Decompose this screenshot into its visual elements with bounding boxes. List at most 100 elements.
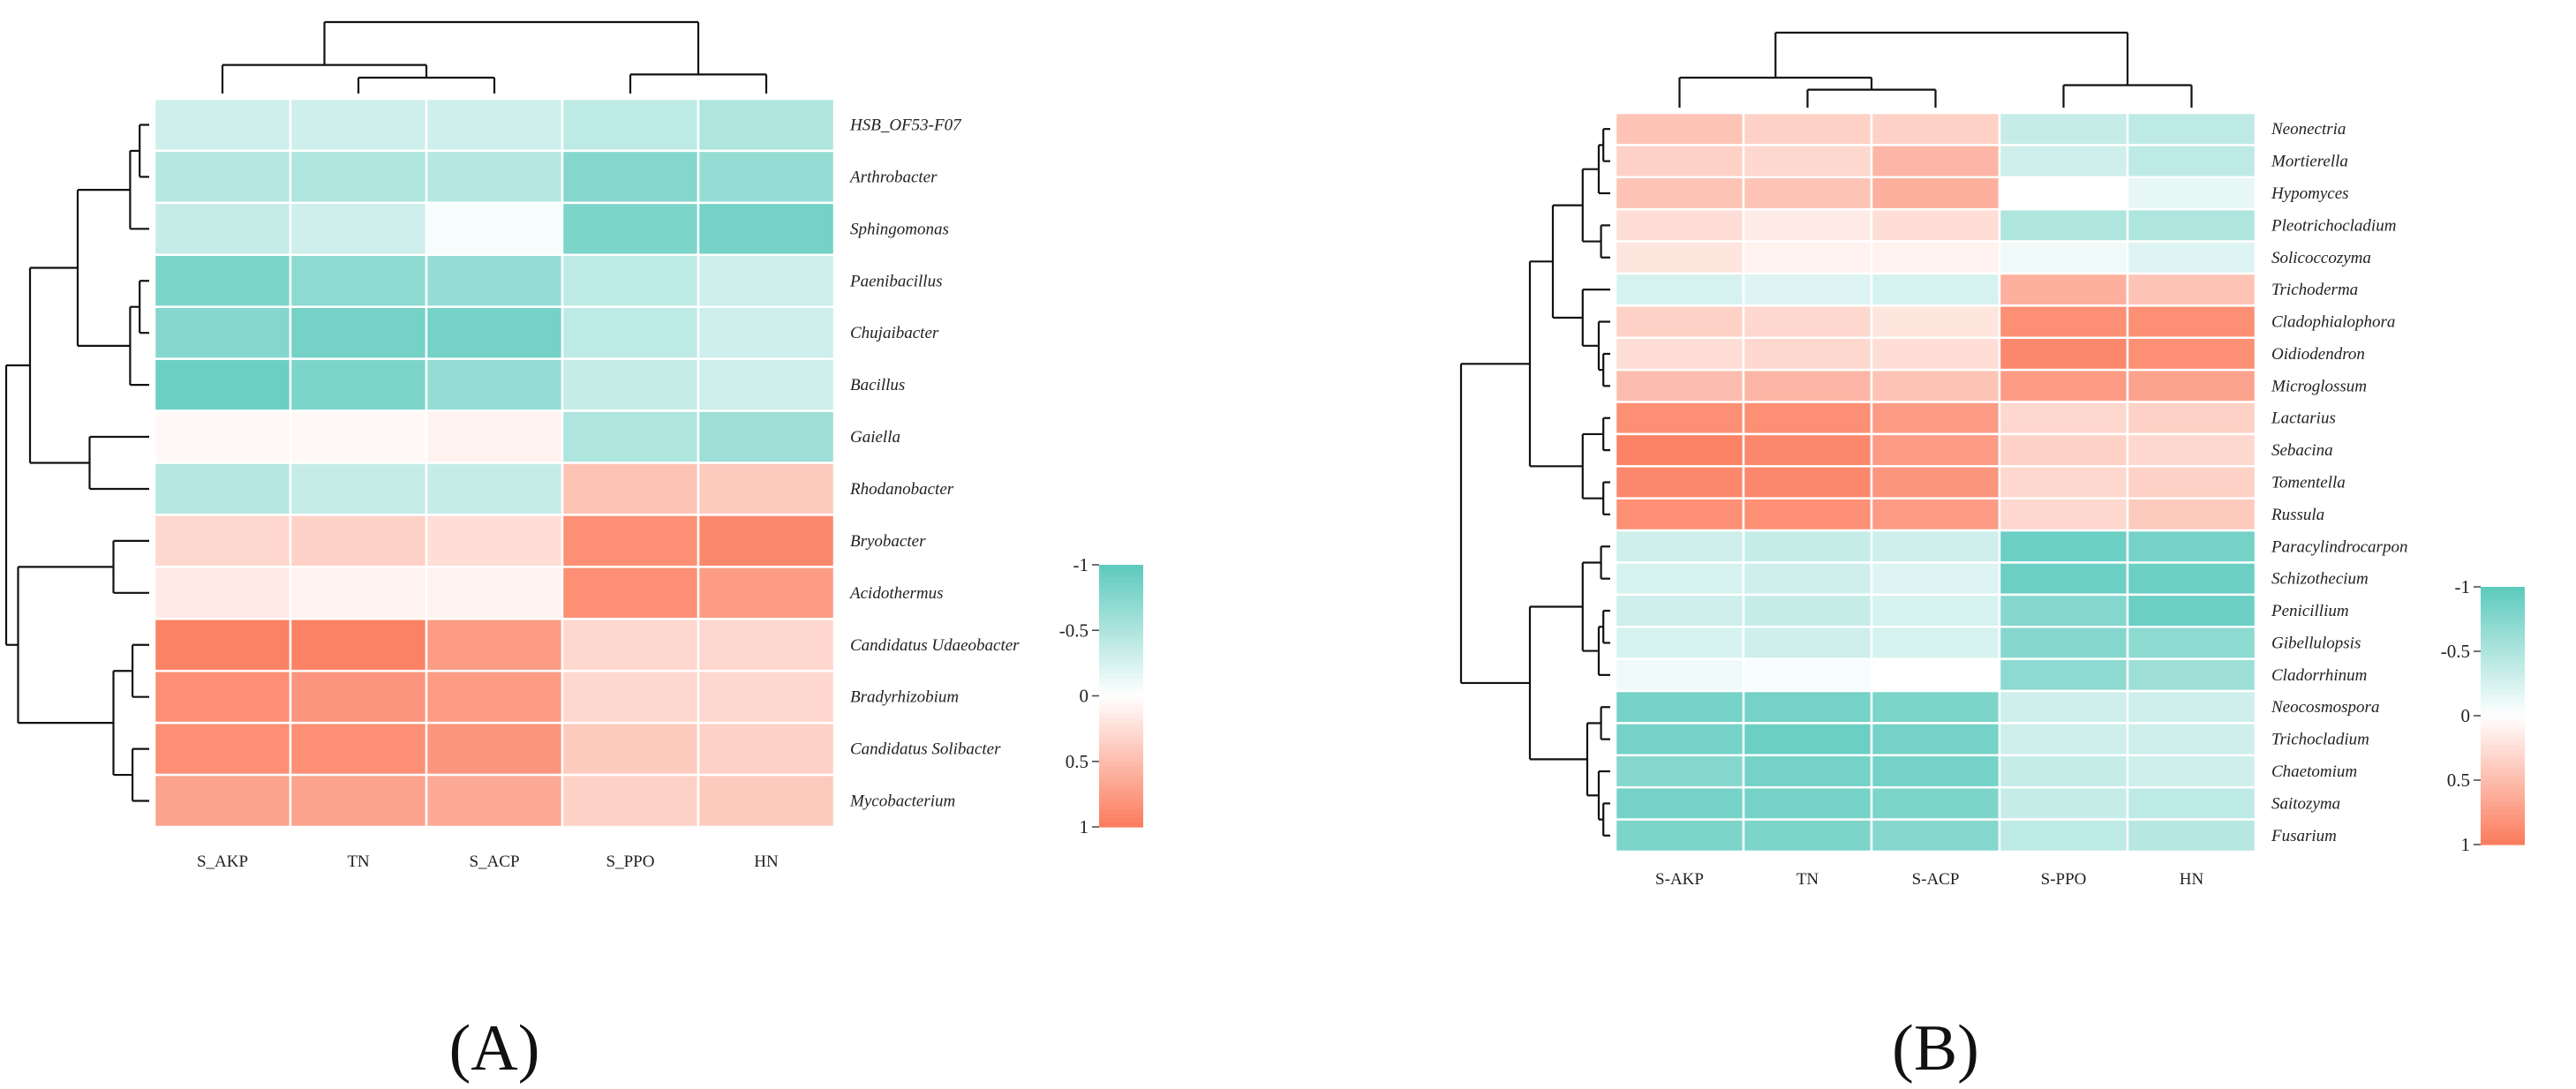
row-label: Candidatus Solibacter	[850, 740, 1001, 759]
heatmap-cell	[289, 253, 428, 308]
heatmap-cell	[1998, 722, 2129, 757]
row-label: Gaiella	[850, 428, 900, 447]
colorbar-segment	[1099, 639, 1143, 644]
heatmap-cell	[697, 409, 836, 464]
heatmap-cell	[425, 773, 564, 829]
colorbar-segment	[1099, 709, 1143, 714]
row-label: Arthrobacter	[848, 168, 938, 186]
heatmap-cell	[1742, 497, 1873, 532]
colorbar-segment	[2481, 818, 2525, 824]
heatmap-cell	[153, 149, 292, 205]
row-label: Neocosmospora	[2271, 698, 2379, 717]
colorbar-segment	[2481, 698, 2525, 703]
heatmap-cell	[153, 773, 292, 829]
panel-label: (B)	[1892, 1012, 1979, 1085]
colorbar-segment	[2481, 810, 2525, 815]
heatmap-cell	[1614, 401, 1745, 436]
heatmap-cell	[1870, 754, 2001, 789]
heatmap-cell	[1742, 722, 1873, 757]
colorbar-segment	[1099, 774, 1143, 780]
heatmap-panel-b: Neonectria Mortierella Hypomyces Pleotricho…	[1459, 31, 2525, 1085]
heatmap-cell	[1614, 626, 1745, 660]
heatmap-cell	[2126, 176, 2257, 211]
column-label: TN	[1796, 870, 1819, 889]
heatmap-cell	[697, 357, 836, 412]
heatmap-cell	[1742, 626, 1873, 660]
heatmap-cell	[1870, 657, 2001, 693]
heatmap-cell	[2126, 593, 2257, 628]
heatmap-cell	[1998, 754, 2129, 789]
heatmap-cell	[1998, 336, 2129, 372]
row-label: Candidatus Udaeobacter	[850, 636, 1020, 655]
heatmap-cell	[1614, 818, 1745, 853]
heatmap-cell	[1742, 111, 1873, 146]
row-label: Cladorrhinum	[2271, 666, 2367, 685]
column-label: HN	[2180, 870, 2204, 889]
colorbar-segment	[1099, 573, 1143, 579]
heatmap-cell	[561, 201, 700, 257]
heatmap-cell	[289, 618, 428, 672]
heatmap-cell	[561, 97, 700, 153]
row-label: Cladophialophora	[2271, 313, 2395, 332]
colorbar-tick-label: -0.5	[1059, 620, 1088, 641]
heatmap-cell	[1870, 626, 2001, 660]
row-dendrogram	[4, 124, 149, 802]
heatmap-cell	[153, 669, 292, 725]
heatmap-cell	[2126, 368, 2257, 403]
heatmap-cell	[1742, 336, 1873, 372]
colorbar-tick-label: 0.5	[1066, 751, 1088, 772]
colorbar-segment	[1099, 577, 1143, 583]
heatmap-cell	[1614, 207, 1745, 243]
heatmap-cell	[1742, 785, 1873, 821]
colorbar-segment	[2481, 685, 2525, 691]
heatmap-cell	[1614, 497, 1745, 532]
colorbar-segment	[2481, 724, 2525, 730]
colorbar-segment	[1099, 565, 1143, 570]
heatmap-cell	[1998, 368, 2129, 403]
row-label: Gibellulopsis	[2271, 634, 2361, 652]
heatmap-cell	[1998, 465, 2129, 499]
colorbar-segment	[1099, 648, 1143, 653]
heatmap-cell	[1870, 272, 2001, 307]
heatmap-cell	[289, 514, 428, 568]
colorbar-segment	[2481, 762, 2525, 768]
colorbar-segment	[2481, 702, 2525, 708]
heatmap-cell	[1742, 368, 1873, 403]
heatmap-cell	[1998, 401, 2129, 436]
heatmap-cell	[1998, 111, 2129, 146]
column-label: S-PPO	[2041, 870, 2087, 889]
colorbar-segment	[1099, 792, 1143, 797]
heatmap-cell	[425, 462, 564, 516]
heatmap-cell	[2126, 818, 2257, 853]
heatmap-cell	[289, 305, 428, 360]
colorbar-segment	[2481, 664, 2525, 670]
colorbar-segment	[2481, 642, 2525, 648]
colorbar-segment	[1099, 582, 1143, 588]
heatmap-cell	[1870, 561, 2001, 597]
heatmap-cell	[1998, 432, 2129, 468]
colorbar-tick-label: 1	[2461, 834, 2471, 855]
heatmap-cell	[2126, 111, 2257, 146]
heatmap-cell	[2126, 207, 2257, 243]
heatmap-cell	[2126, 336, 2257, 372]
heatmap-cell	[1870, 144, 2001, 179]
colorbar-segment	[1099, 700, 1143, 705]
colorbar-segment	[1099, 599, 1143, 605]
heatmap-cell	[1614, 593, 1745, 628]
heatmap-cell	[1614, 336, 1745, 372]
heatmap-cell	[1998, 785, 2129, 821]
colorbar-segment	[2481, 620, 2525, 627]
heatmap-cell	[2126, 561, 2257, 597]
row-label: Rhodanobacter	[849, 480, 954, 499]
heatmap-cell	[1998, 207, 2129, 243]
heatmap-cell	[1998, 561, 2129, 597]
heatmap-cell	[561, 357, 700, 412]
heatmap-cell	[1614, 304, 1745, 339]
colorbar-segment	[1099, 621, 1143, 627]
column-label: S-AKP	[1655, 870, 1704, 889]
heatmap-cell	[1998, 176, 2129, 211]
column-label: TN	[347, 852, 370, 871]
colorbar-segment	[2481, 707, 2525, 712]
heatmap-cell	[1742, 240, 1873, 275]
heatmap-cell	[425, 253, 564, 308]
